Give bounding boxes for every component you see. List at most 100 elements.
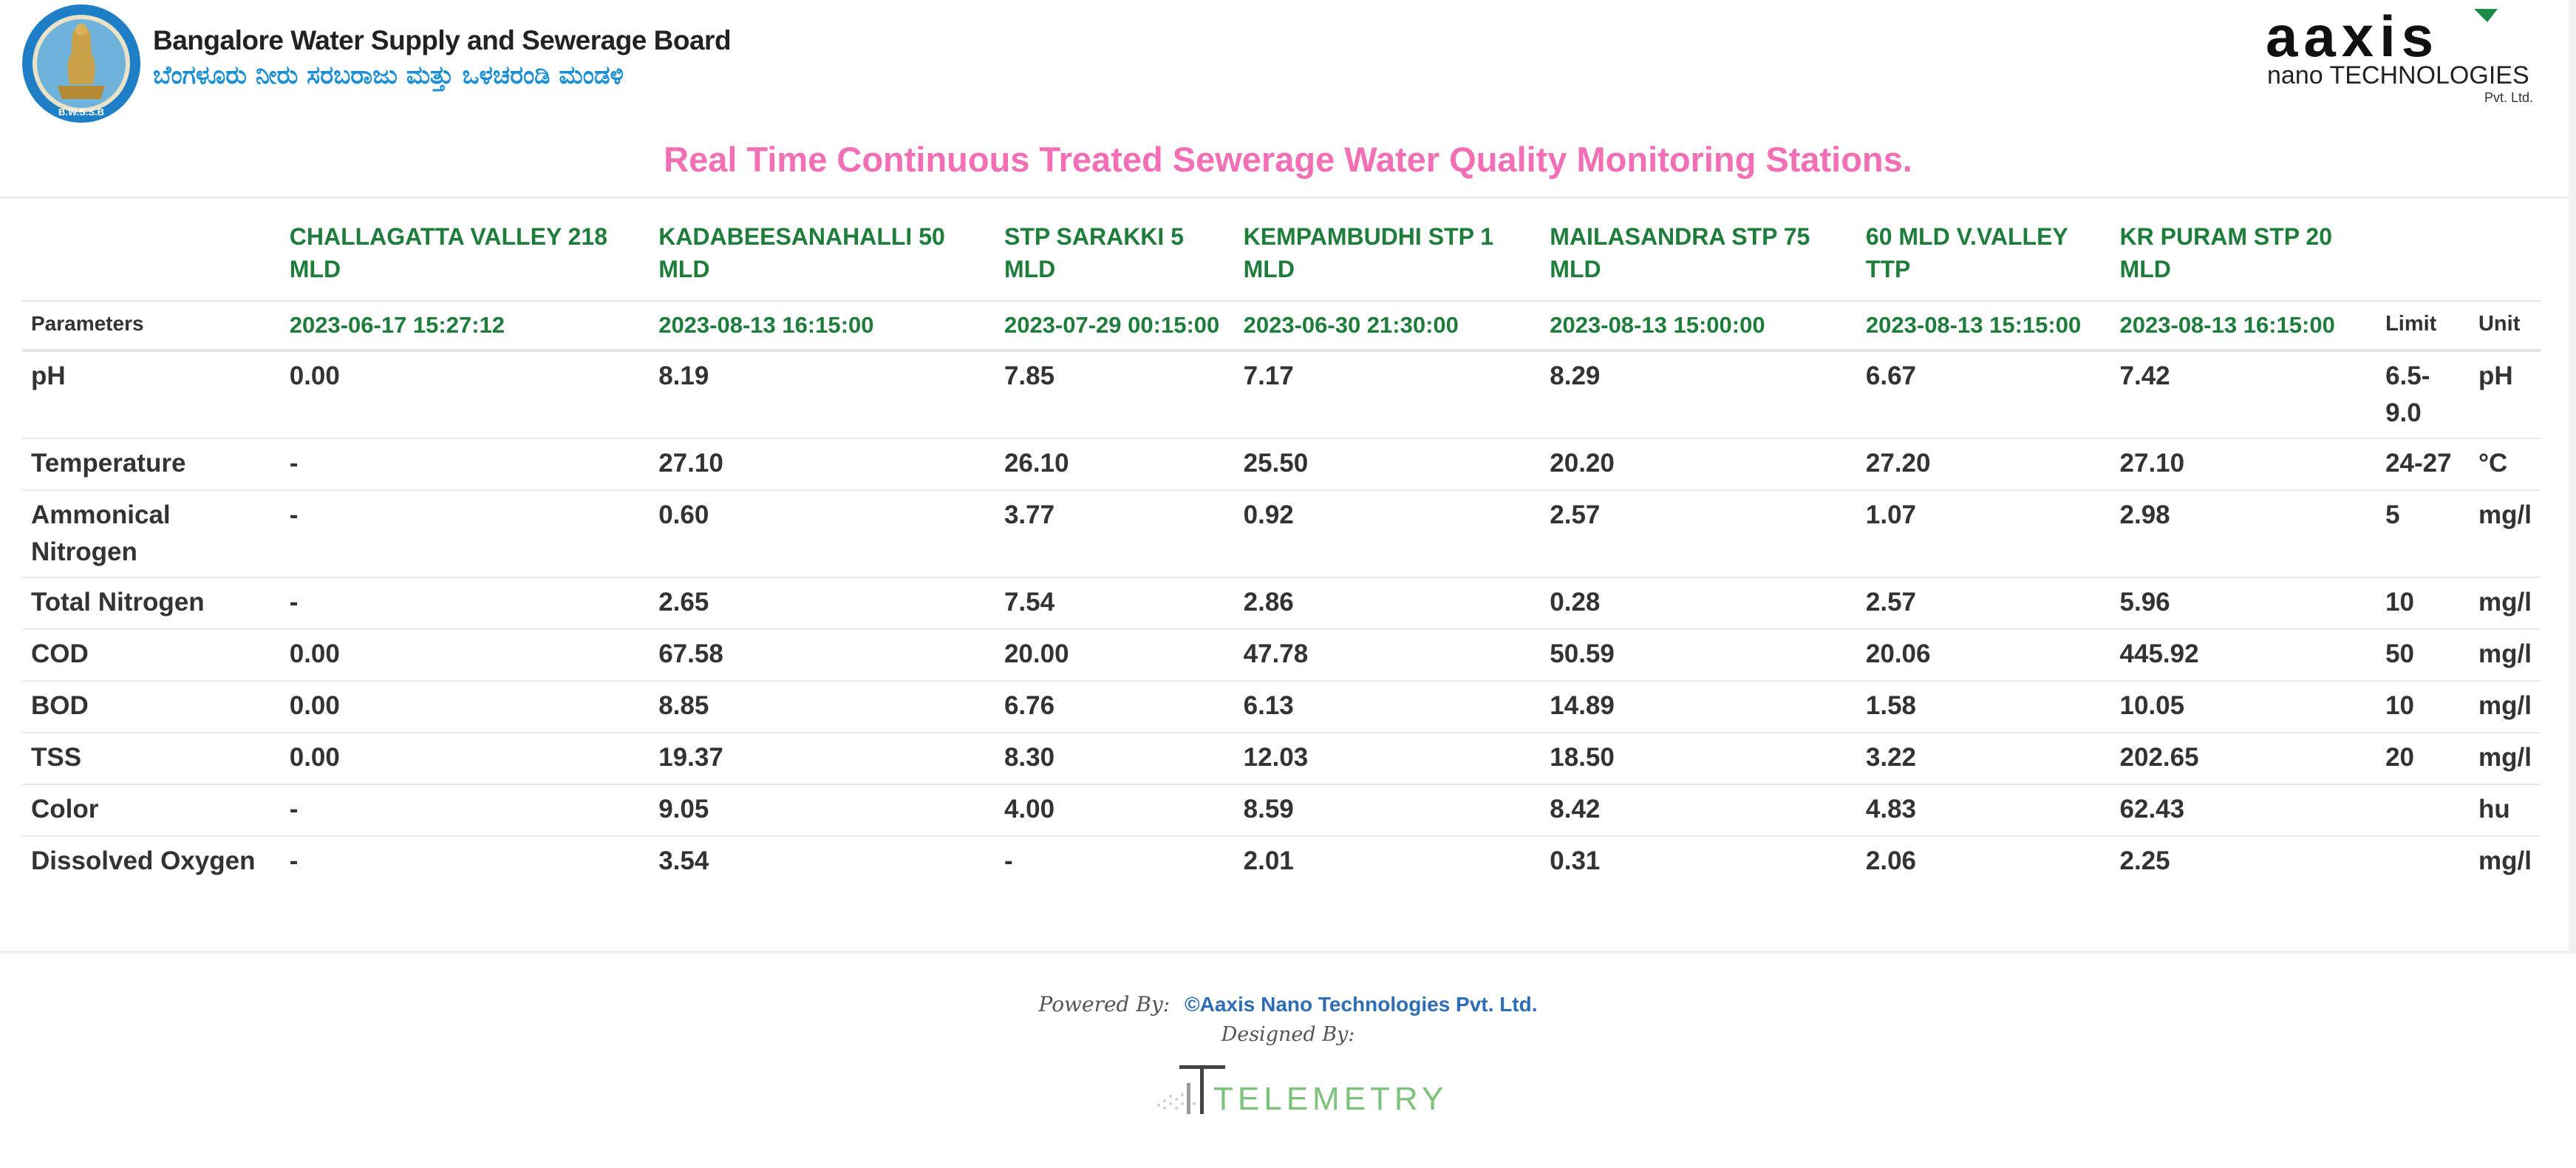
reading-value: 0.28 [1541,577,1857,629]
reading-value: 0.92 [1234,489,1541,577]
header-divider [0,197,2576,198]
svg-text:B.W.S.S.B: B.W.S.S.B [58,106,104,118]
reading-value: 2.98 [2110,489,2377,577]
unit-value: mg/l [2469,489,2541,577]
reading-value: 9.05 [650,784,995,836]
reading-value: - [995,835,1235,887]
reading-value: 2.65 [650,577,995,629]
reading-value: 7.85 [995,349,1235,438]
reading-value: 0.31 [1541,835,1857,887]
reading-value: 202.65 [2110,732,2377,784]
limit-spacer [2376,214,2470,301]
unit-spacer [2470,214,2541,301]
station-name: KADABEESANAHALLI 50 MLD [658,223,945,282]
parameter-name: Color [22,784,281,836]
reading-value: 8.30 [995,732,1235,784]
table-row: Temperature -27.10 26.10 25.50 20.20 27.20 27.… [22,438,2541,490]
reading-value: 2.57 [1541,489,1857,577]
reading-value: 7.54 [995,577,1235,629]
reading-value: 20.20 [1541,438,1857,490]
limit-value: 20 [2376,732,2470,784]
page-header: B.W.S.S.B Bangalore Water Supply and Sew… [0,0,2576,200]
telemetry-logo[interactable] [1153,1061,1411,1120]
parameter-name: Ammonical Nitrogen [22,489,281,577]
reading-value: 0.00 [280,628,650,681]
reading-value: 6.67 [1856,349,2111,438]
reading-value: 3.22 [1856,732,2111,784]
unit-value: mg/l [2469,732,2541,784]
reading-value: 14.89 [1541,680,1857,733]
reading-value: 8.42 [1541,784,1857,836]
unit-value: mg/l [2469,628,2541,681]
unit-value: °C [2469,438,2541,490]
reading-value: 27.20 [1856,438,2111,490]
reading-value: - [280,784,650,836]
unit-value: mg/l [2469,680,2541,733]
page-title: Real Time Continuous Treated Sewerage Wa… [664,140,1912,179]
vertical-scrollbar[interactable] [2569,0,2576,954]
table-row: TSS 0.00 19.37 8.30 12.03 18.50 3.22 202.65 20 mg… [22,732,2541,784]
limit-value: 10 [2376,577,2470,629]
unit-value: hu [2469,784,2541,836]
reading-value: 6.76 [995,680,1235,733]
table-row: COD 0.00 67.58 20.00 47.78 50.59 20.06 445.92 50… [22,628,2541,681]
reading-value: 0.00 [280,732,650,784]
aaxis-logo: aaxis nano TECHNOLOGIES Pvt. Ltd. [2266,7,2533,103]
reading-value: 8.29 [1541,349,1857,438]
telemetry-logo-text: TELEMETRY [1213,1081,1448,1117]
limit-header: Limit [2376,300,2470,350]
reading-value: 445.92 [2110,628,2377,681]
reading-value: 6.13 [1234,680,1541,733]
unit-header: Unit [2469,300,2541,350]
org-name: Bangalore Water Supply and Sewerage Boar… [153,25,732,55]
reading-value: 2.01 [1234,835,1541,887]
powered-by-link[interactable]: ©Aaxis Nano Technologies Pvt. Ltd. [1184,993,1538,1016]
limit-value [2376,835,2470,887]
reading-value: 62.43 [2110,784,2377,836]
reading-value: 25.50 [1234,438,1541,490]
parameter-name: COD [22,628,281,681]
table-row: Color -9.05 4.00 8.59 8.42 4.83 62.43 hu [22,784,2541,836]
parameter-name: TSS [22,732,281,784]
reading-value: - [280,438,650,490]
parameters-header: Parameters [22,300,281,350]
reading-value: 1.58 [1856,680,2111,733]
reading-value: 2.57 [1856,577,2111,629]
reading-value: 5.96 [2110,577,2377,629]
parameter-name: Dissolved Oxygen [22,835,281,887]
station-timestamp: 2023-07-29 00:15:00 [995,300,1235,350]
reading-value: 3.54 [650,835,995,887]
limit-value [2376,784,2470,836]
unit-value: mg/l [2469,835,2541,887]
parameter-rows: pH 0.00 8.19 7.85 7.17 8.29 6.67 7.42 6.5-9.0 pH T… [22,349,2541,887]
reading-value: 4.83 [1856,784,2111,836]
reading-value: 20.00 [995,628,1235,681]
parameter-name: BOD [22,680,281,733]
reading-value: 26.10 [995,438,1235,490]
reading-value: 8.85 [650,680,995,733]
station-name: KR PURAM STP 20 MLD [2119,223,2332,282]
reading-value: 20.06 [1856,628,2111,681]
reading-value: 8.19 [650,349,995,438]
limit-value: 50 [2376,628,2470,681]
reading-value: 3.77 [995,489,1235,577]
station-name: KEMPAMBUDHI STP 1 MLD [1243,223,1494,282]
svg-text:nano TECHNOLOGIES: nano TECHNOLOGIES [2267,61,2529,89]
station-timestamp: 2023-06-17 15:27:12 [280,300,650,350]
reading-value: 2.06 [1856,835,2111,887]
reading-value: 0.00 [280,349,650,438]
reading-value: 0.00 [280,680,650,733]
corner-cell [22,214,281,301]
reading-value: 1.07 [1856,489,2111,577]
designed-by-label: Designed By: [1221,1023,1355,1046]
reading-value: 47.78 [1234,628,1541,681]
limit-value: 24-27 [2376,438,2470,490]
reading-value: 19.37 [650,732,995,784]
table-row: pH 0.00 8.19 7.85 7.17 8.29 6.67 7.42 6.5-9.0 pH [22,349,2541,438]
station-timestamp: 2023-08-13 16:15:00 [650,300,995,350]
station-name: 60 MLD V.VALLEY TTP [1865,223,2068,282]
reading-value: 8.59 [1234,784,1541,836]
parameter-name: pH [22,349,281,438]
station-timestamp: 2023-08-13 15:00:00 [1541,300,1857,350]
station-name: STP SARAKKI 5 MLD [1004,223,1184,282]
